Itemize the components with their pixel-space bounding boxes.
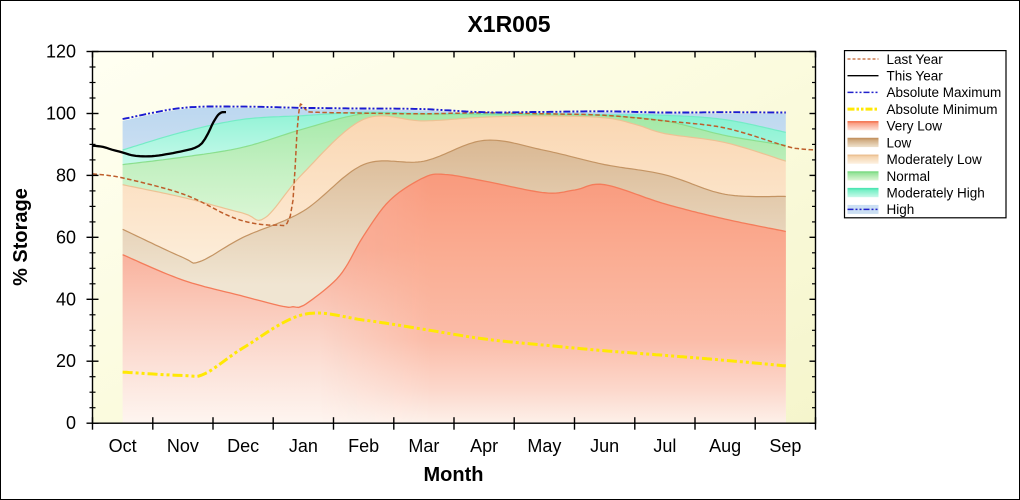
svg-text:Feb: Feb — [348, 436, 379, 456]
svg-text:Moderately Low: Moderately Low — [887, 152, 983, 167]
svg-text:60: 60 — [56, 227, 76, 247]
svg-text:120: 120 — [46, 42, 76, 62]
svg-text:Apr: Apr — [470, 436, 498, 456]
svg-text:Dec: Dec — [227, 436, 259, 456]
svg-text:Low: Low — [887, 135, 912, 150]
svg-text:% Storage: % Storage — [10, 188, 32, 286]
svg-text:X1R005: X1R005 — [467, 11, 550, 37]
svg-text:Absolute Minimum: Absolute Minimum — [887, 102, 998, 117]
svg-text:100: 100 — [46, 104, 76, 124]
svg-text:Jan: Jan — [289, 436, 318, 456]
svg-text:This Year: This Year — [887, 69, 944, 84]
svg-text:May: May — [527, 436, 561, 456]
svg-text:Moderately High: Moderately High — [887, 186, 985, 201]
svg-text:Month: Month — [424, 464, 484, 486]
svg-text:Sep: Sep — [769, 436, 801, 456]
svg-text:Jun: Jun — [590, 436, 619, 456]
svg-text:Oct: Oct — [109, 436, 137, 456]
svg-text:0: 0 — [66, 413, 76, 433]
svg-text:Nov: Nov — [167, 436, 199, 456]
svg-text:80: 80 — [56, 165, 76, 185]
svg-text:High: High — [887, 202, 915, 217]
svg-text:Absolute Maximum: Absolute Maximum — [887, 85, 1002, 100]
svg-text:Normal: Normal — [887, 169, 931, 184]
svg-text:Aug: Aug — [709, 436, 741, 456]
svg-text:Jul: Jul — [653, 436, 676, 456]
svg-text:Very Low: Very Low — [887, 119, 943, 134]
svg-text:40: 40 — [56, 289, 76, 309]
svg-text:20: 20 — [56, 351, 76, 371]
svg-text:Last Year: Last Year — [887, 52, 944, 67]
svg-text:Mar: Mar — [408, 436, 439, 456]
